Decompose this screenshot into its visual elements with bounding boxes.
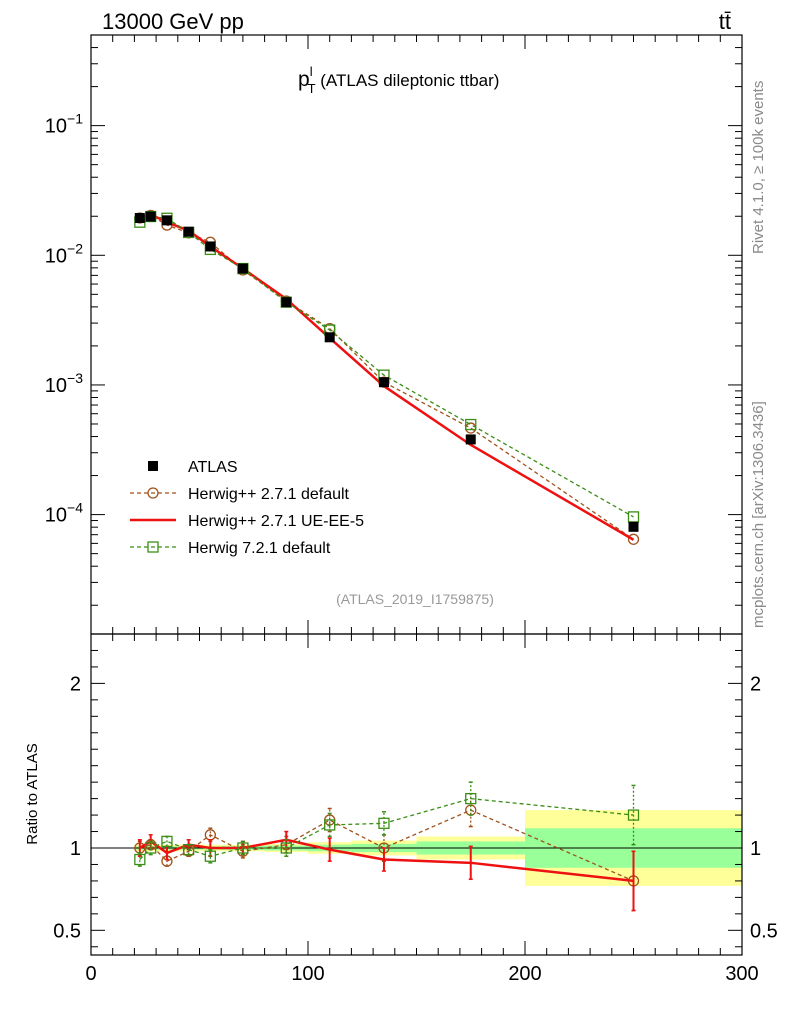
main-point-atlas-10 — [628, 521, 639, 532]
ratio-point-herwig-7-2-1-default-6 — [280, 842, 292, 854]
main-ytick-label-0: 10−1 — [45, 111, 83, 138]
main-ytick-label-1: 10−2 — [45, 240, 83, 267]
main-ytick-label-2: 10−3 — [45, 370, 83, 397]
main-point-atlas-0 — [134, 212, 145, 223]
legend-label-atlas: ATLAS — [188, 459, 238, 476]
chart-title-sub: T — [308, 81, 316, 96]
main-ytick-label-base-1: 10 — [45, 245, 67, 267]
main-ytick-label-base-0: 10 — [45, 116, 67, 138]
main-ytick-label-exp-2: −3 — [67, 370, 83, 386]
legend-marker-herwig-7-2-1-default — [147, 541, 159, 553]
ratio-ytick-label-right-0: 0.5 — [750, 920, 778, 942]
main-point-herwig-2-7-1-default-10 — [627, 533, 640, 545]
chart-title-sup: l — [310, 64, 313, 79]
ratio-point-herwig-7-2-1-default-2 — [161, 835, 173, 848]
chart-title-main: p — [298, 68, 310, 91]
header-right: tt̄ — [719, 9, 731, 34]
ratio-point-herwig-7-2-1-default-9 — [465, 792, 477, 805]
legend-label-herwig-2-7-1-default: Herwig++ 2.7.1 default — [188, 486, 350, 503]
ratio-point-herwig-7-2-1-default-8 — [378, 817, 390, 829]
main-point-atlas-1 — [145, 211, 156, 222]
ratio-ytick-label-left-2: 2 — [70, 673, 81, 695]
main-ytick-label-3: 10−4 — [45, 500, 83, 527]
ratio-point-herwig-7-2-1-default-10 — [627, 809, 640, 821]
main-point-atlas-2 — [161, 215, 172, 226]
legend: ATLAS Herwig++ 2.7.1 default Herwig++ 2.7.… — [130, 459, 364, 557]
main-ytick-label-exp-3: −4 — [67, 500, 83, 516]
ratio-point-herwig-7-2-1-default-3 — [182, 843, 195, 856]
x-tick-label-1: 100 — [291, 963, 324, 985]
header-left: 13000 GeV pp — [102, 9, 244, 34]
ratio-point-herwig-7-2-1-default-7 — [324, 819, 336, 831]
main-ytick-label-base-3: 10 — [45, 505, 67, 527]
ratio-frame — [90, 633, 743, 956]
legend-marker-atlas — [148, 461, 158, 471]
ratio-panel-series — [134, 781, 640, 912]
x-tick-label-2: 200 — [508, 963, 541, 985]
ratio-point-herwig-7-2-1-default-0 — [134, 853, 146, 866]
main-ytick-label-exp-1: −2 — [67, 240, 83, 256]
ratio-point-herwig-7-2-1-default-1 — [145, 842, 157, 854]
main-ytick-label-exp-0: −1 — [67, 111, 83, 127]
main-point-atlas-6 — [281, 297, 292, 308]
main-point-atlas-8 — [378, 377, 389, 388]
ratio-line-herwig-7-2-1-default — [139, 797, 634, 860]
chart-title-rest: (ATLAS dileptonic ttbar) — [316, 71, 500, 90]
ratio-ytick-label-left-1: 1 — [70, 838, 81, 860]
legend-marker-herwig-2-7-1-default — [147, 487, 159, 499]
main-point-atlas-5 — [237, 263, 248, 274]
source-label: mcplots.cern.ch [arXiv:1306.3436] — [750, 401, 767, 628]
ratio-point-herwig-7-2-1-default-4 — [204, 850, 217, 862]
chart-title: pl T (ATLAS dileptonic ttbar) — [298, 64, 499, 96]
ratio-ylabel: Ratio to ATLAS — [24, 743, 41, 844]
x-tick-label-3: 300 — [725, 963, 758, 985]
rivet-label: Rivet 4.1.0, ≥ 100k events — [750, 81, 767, 254]
analysis-id: (ATLAS_2019_I1759875) — [336, 591, 494, 607]
ratio-ytick-label-left-0: 0.5 — [53, 920, 81, 942]
main-point-herwig-2-7-1-default-9 — [465, 422, 477, 434]
legend-label-herwig-2-7-1-ue-ee-5: Herwig++ 2.7.1 UE-EE-5 — [188, 513, 364, 530]
x-tick-label-0: 0 — [85, 963, 96, 985]
main-point-atlas-4 — [205, 241, 216, 252]
main-ytick-label-base-2: 10 — [45, 375, 67, 397]
main-point-atlas-3 — [183, 226, 194, 237]
main-point-atlas-9 — [465, 434, 476, 445]
main-panel-series — [134, 209, 640, 545]
ratio-ytick-label-right-1: 1 — [750, 838, 761, 860]
legend-label-herwig-7-2-1-default: Herwig 7.2.1 default — [188, 540, 331, 557]
ratio-point-herwig-7-2-1-default-5 — [237, 842, 249, 854]
main-point-herwig-7-2-1-default-9 — [465, 418, 477, 431]
main-point-atlas-7 — [324, 332, 335, 343]
ratio-ytick-label-right-2: 2 — [750, 673, 761, 695]
